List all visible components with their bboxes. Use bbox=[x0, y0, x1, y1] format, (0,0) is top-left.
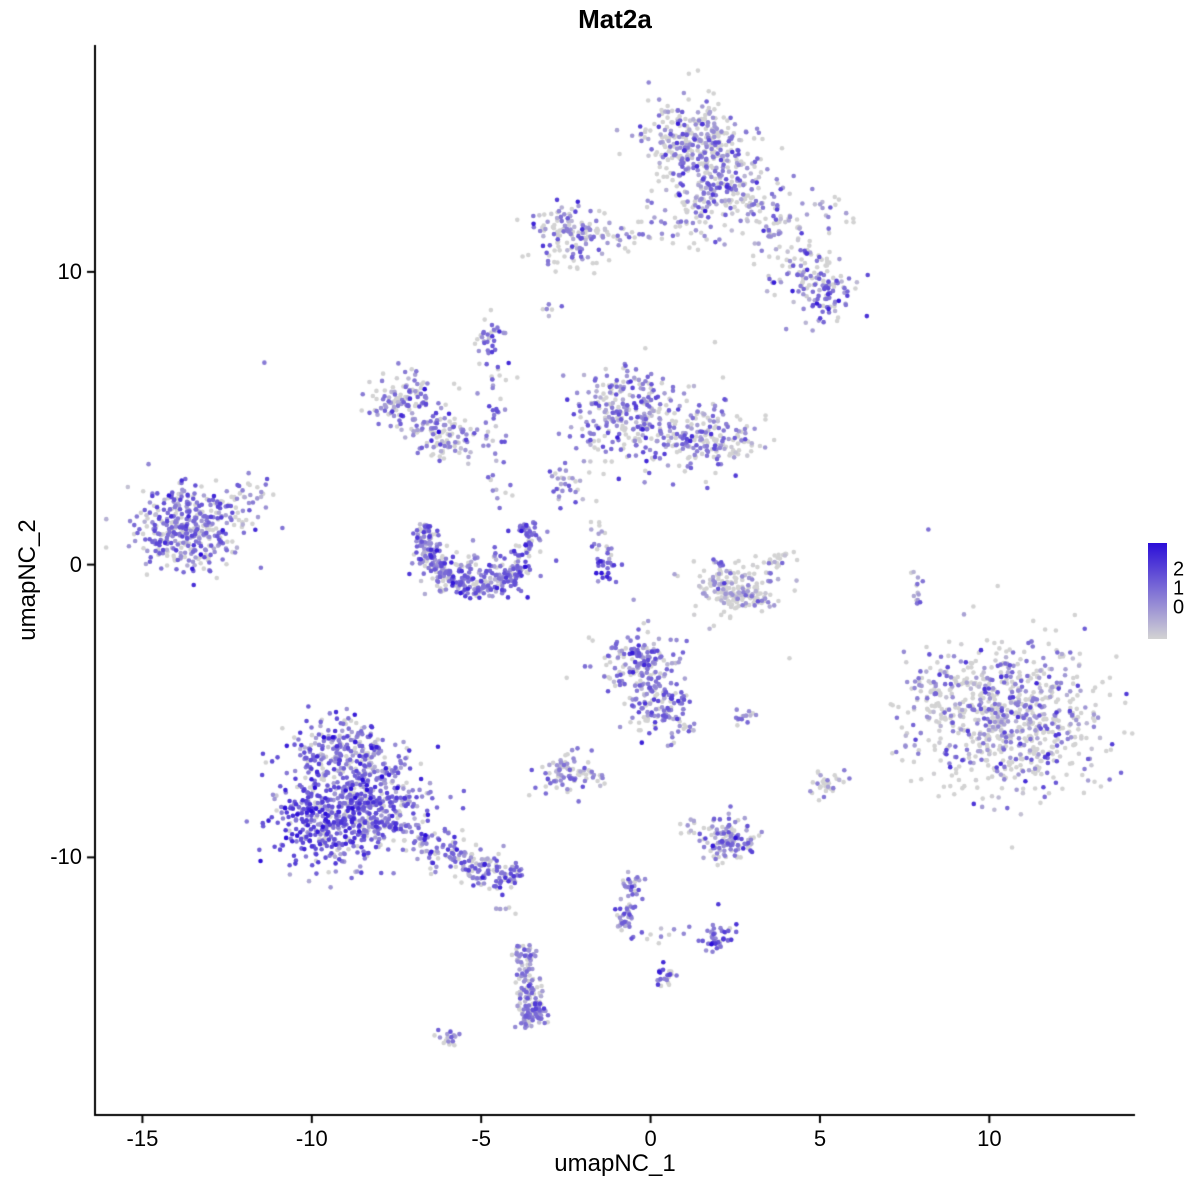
legend-tick-label: 1 bbox=[1173, 577, 1185, 600]
x-axis-label: umapNC_1 bbox=[554, 1150, 676, 1177]
y-tick-label: 0 bbox=[69, 551, 82, 577]
legend-gradient-bar bbox=[1148, 543, 1167, 639]
x-tick-label: 5 bbox=[813, 1126, 827, 1151]
x-tick-label: -5 bbox=[471, 1126, 491, 1151]
y-tick-label: 10 bbox=[57, 258, 82, 284]
y-tick-label: -10 bbox=[50, 844, 82, 870]
x-tick-label: 10 bbox=[977, 1126, 1002, 1151]
legend-tick-label: 0 bbox=[1173, 596, 1185, 619]
x-tick-label: -10 bbox=[295, 1126, 328, 1151]
legend-tick-label: 2 bbox=[1173, 558, 1185, 581]
x-tick-label: -15 bbox=[126, 1126, 159, 1151]
x-tick-label: 0 bbox=[644, 1126, 657, 1151]
y-axis-label: umapNC_2 bbox=[14, 519, 41, 641]
plot-title: Mat2a bbox=[578, 4, 652, 34]
